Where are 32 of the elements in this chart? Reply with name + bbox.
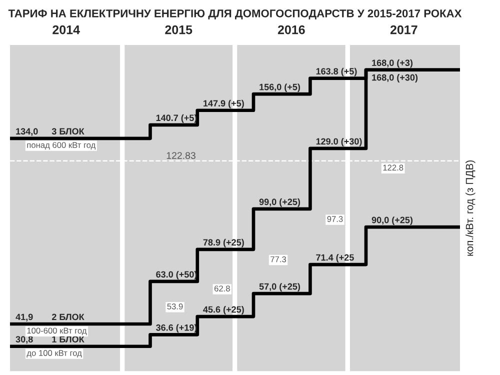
data-label: 168,0 (+3) (372, 59, 413, 68)
data-label: 57,0 (+25) (259, 283, 300, 292)
annotation: 53.9 (167, 304, 183, 310)
series-label: 3 БЛОК (52, 128, 84, 135)
data-label: 30,8 (16, 336, 33, 344)
annotation: 122.8 (383, 164, 404, 171)
data-label: 168,0 (+30) (372, 74, 418, 82)
annotation: 62.8 (214, 286, 230, 292)
annotation: понад 600 кВт год (27, 142, 96, 150)
x-tick-label: 2014 (52, 25, 80, 34)
data-label: 99,0 (+25) (259, 198, 300, 207)
annotation: 100-600 кВт год (27, 328, 87, 336)
data-label: 71.4 (+25 (316, 254, 354, 262)
data-label: 129.0 (+30) (316, 138, 362, 146)
data-label: 41,9 (16, 314, 33, 322)
annotation: до 100 кВт год (26, 350, 82, 358)
x-tick-label: 2017 (390, 25, 418, 34)
y-axis-title: коп./кВт. год (з ПДВ) (466, 160, 476, 256)
data-label: 78.9 (+25) (203, 238, 244, 248)
annotation: 97.3 (327, 216, 343, 222)
x-tick-label: 2016 (278, 25, 305, 34)
series-label: 2 БЛОК (52, 314, 84, 320)
data-label: 156,0 (+5) (260, 84, 300, 92)
data-label: 45.6 (+25) (203, 306, 244, 314)
chart-title: ТАРИФ НА ЕКЛЕКТРИЧНУ ЕНЕРГІЮ ДЛЯ ДОМОГОСПОДАРСТВ У 2015-2017 РОКАХ (8, 9, 462, 20)
data-label: 147.9 (+5) (204, 100, 244, 108)
x-tick-label: 2015 (165, 25, 192, 34)
ref-line-label: 122.83 (166, 152, 196, 159)
data-label: 134,0 (16, 128, 38, 136)
annotation: 77.3 (270, 256, 286, 262)
data-label: 163.8 (+5) (316, 68, 357, 76)
data-label: 90,0 (+25) (372, 216, 413, 225)
